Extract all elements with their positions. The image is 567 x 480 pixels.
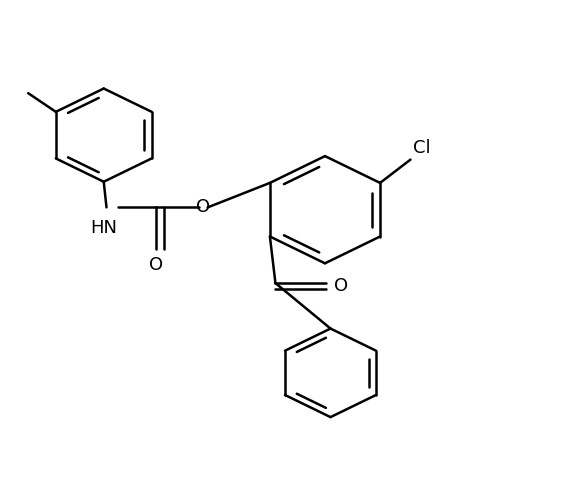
Text: Cl: Cl [413, 139, 431, 157]
Text: HN: HN [90, 219, 117, 237]
Text: O: O [333, 277, 348, 295]
Text: O: O [149, 256, 163, 274]
Text: O: O [196, 198, 210, 216]
